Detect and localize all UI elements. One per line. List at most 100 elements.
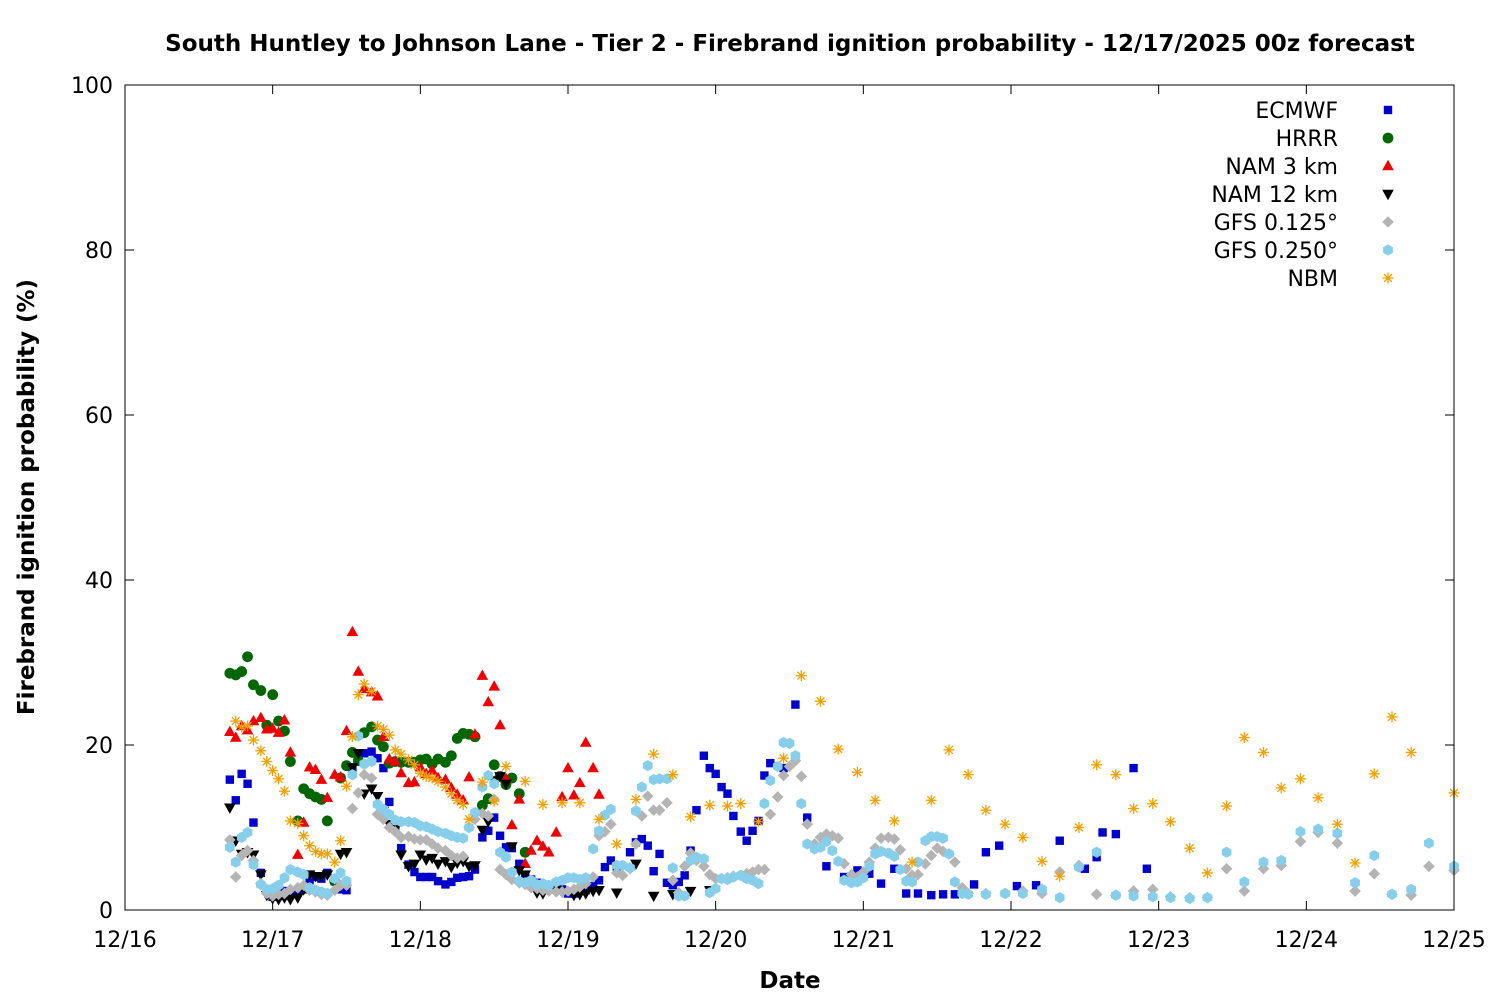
data-point-nbm bbox=[284, 815, 296, 827]
y-tick-label: 40 bbox=[85, 569, 113, 594]
legend-marker-hrrr bbox=[1382, 132, 1394, 144]
data-point-ecmwf bbox=[501, 843, 511, 852]
legend-marker-nam-12-km bbox=[1382, 189, 1394, 201]
data-point-gfs-0-125 bbox=[346, 802, 359, 815]
data-point-nbm bbox=[943, 744, 955, 756]
data-point-gfs-0-250 bbox=[765, 774, 776, 787]
data-point-gfs-0-250 bbox=[858, 872, 869, 884]
data-point-gfs-0-250 bbox=[1110, 889, 1121, 901]
data-point-nbm bbox=[962, 769, 974, 781]
data-point-gfs-0-250 bbox=[230, 856, 241, 868]
data-point-nam-3-km bbox=[255, 711, 267, 722]
data-point-gfs-0-125 bbox=[297, 879, 310, 892]
data-point-nbm bbox=[980, 804, 992, 816]
data-point-ecmwf bbox=[600, 862, 610, 872]
data-point-gfs-0-250 bbox=[699, 853, 709, 865]
data-point-nam-3-km bbox=[340, 724, 353, 736]
data-point-nbm bbox=[778, 752, 790, 764]
data-point-nam-12-km bbox=[684, 886, 697, 898]
x-tick-label: 12/24 bbox=[1275, 928, 1338, 953]
data-point-gfs-0-125 bbox=[414, 834, 427, 846]
legend-marker-nbm bbox=[1382, 272, 1394, 284]
data-point-ecmwf bbox=[643, 841, 652, 850]
data-point-ecmwf bbox=[649, 867, 658, 876]
data-point-nam-3-km bbox=[334, 770, 347, 782]
data-point-ecmwf bbox=[385, 797, 394, 807]
data-point-nbm bbox=[255, 745, 267, 757]
data-point-nbm bbox=[321, 848, 333, 860]
data-point-nbm bbox=[247, 734, 259, 746]
data-point-gfs-0-250 bbox=[248, 859, 259, 871]
data-point-ecmwf bbox=[865, 869, 874, 878]
data-point-ecmwf bbox=[1111, 829, 1121, 839]
data-point-ecmwf bbox=[515, 859, 524, 868]
data-point-gfs-0-250 bbox=[1350, 877, 1360, 889]
data-point-ecmwf bbox=[692, 805, 701, 815]
data-point-gfs-0-250 bbox=[1239, 876, 1250, 888]
data-point-nam-12-km bbox=[408, 859, 421, 870]
data-point-hrrr bbox=[378, 741, 389, 753]
data-point-gfs-0-125 bbox=[1349, 885, 1361, 897]
data-point-gfs-0-250 bbox=[501, 851, 511, 863]
data-point-nbm bbox=[611, 838, 623, 850]
data-point-gfs-0-250 bbox=[839, 874, 849, 886]
y-tick-label: 20 bbox=[85, 734, 113, 759]
data-point-gfs-0-125 bbox=[334, 879, 347, 892]
data-point-nbm bbox=[925, 794, 937, 806]
data-point-gfs-0-125 bbox=[599, 825, 611, 838]
data-point-nam-12-km bbox=[579, 889, 592, 900]
data-point-nbm bbox=[1147, 798, 1159, 810]
data-point-nbm bbox=[432, 775, 444, 787]
data-point-gfs-0-250 bbox=[1221, 846, 1232, 858]
data-point-gfs-0-250 bbox=[1332, 827, 1343, 839]
data-point-gfs-0-125 bbox=[284, 883, 297, 896]
data-point-ecmwf bbox=[458, 872, 468, 882]
data-point-ecmwf bbox=[433, 876, 443, 886]
data-point-gfs-0-250 bbox=[1000, 887, 1010, 900]
data-point-ecmwf bbox=[760, 771, 769, 780]
data-point-gfs-0-250 bbox=[1387, 888, 1397, 900]
data-point-gfs-0-250 bbox=[322, 887, 333, 900]
legend-label-ecmwf: ECMWF bbox=[1255, 99, 1338, 124]
data-point-nbm bbox=[648, 748, 660, 760]
data-point-ecmwf bbox=[729, 811, 738, 821]
data-point-nbm bbox=[403, 754, 415, 766]
data-point-nbm bbox=[667, 769, 679, 781]
x-tick-label: 12/21 bbox=[832, 928, 895, 953]
data-point-nam-3-km bbox=[224, 725, 236, 736]
data-point-gfs-0-250 bbox=[1017, 887, 1028, 900]
data-point-nam-3-km bbox=[408, 775, 421, 787]
data-point-ecmwf bbox=[699, 751, 709, 760]
data-point-ecmwf bbox=[779, 763, 788, 773]
data-point-nbm bbox=[1368, 768, 1380, 780]
data-point-nam-3-km bbox=[556, 790, 568, 802]
data-point-gfs-0-250 bbox=[1128, 890, 1139, 902]
data-point-nam-3-km bbox=[315, 773, 328, 784]
data-point-ecmwf bbox=[588, 881, 598, 891]
data-point-gfs-0-250 bbox=[1091, 846, 1102, 858]
data-point-gfs-0-250 bbox=[1165, 892, 1176, 904]
data-point-nbm bbox=[358, 678, 370, 690]
data-point-gfs-0-125 bbox=[562, 885, 574, 897]
data-point-nam-12-km bbox=[469, 861, 481, 872]
data-point-gfs-0-250 bbox=[617, 859, 628, 872]
data-point-gfs-0-125 bbox=[912, 868, 924, 881]
data-point-nam-3-km bbox=[278, 714, 291, 725]
data-point-nbm bbox=[851, 766, 863, 778]
data-point-gfs-0-250 bbox=[341, 875, 352, 887]
data-point-nam-12-km bbox=[395, 850, 407, 861]
data-point-gfs-0-250 bbox=[679, 890, 690, 902]
data-point-gfs-0-250 bbox=[1369, 849, 1380, 862]
data-point-nam-12-km bbox=[500, 779, 512, 790]
data-point-nam-3-km bbox=[494, 719, 506, 730]
data-point-gfs-0-250 bbox=[907, 876, 917, 888]
data-point-gfs-0-250 bbox=[433, 826, 443, 838]
data-point-gfs-0-125 bbox=[383, 821, 396, 834]
data-point-nam-12-km bbox=[224, 803, 236, 814]
series-gfs-0-250 bbox=[224, 730, 1459, 905]
data-point-gfs-0-125 bbox=[550, 886, 562, 898]
data-point-nbm bbox=[389, 744, 401, 756]
data-point-nbm bbox=[721, 800, 733, 812]
data-point-nbm bbox=[1164, 816, 1176, 828]
data-point-gfs-0-125 bbox=[801, 818, 814, 830]
